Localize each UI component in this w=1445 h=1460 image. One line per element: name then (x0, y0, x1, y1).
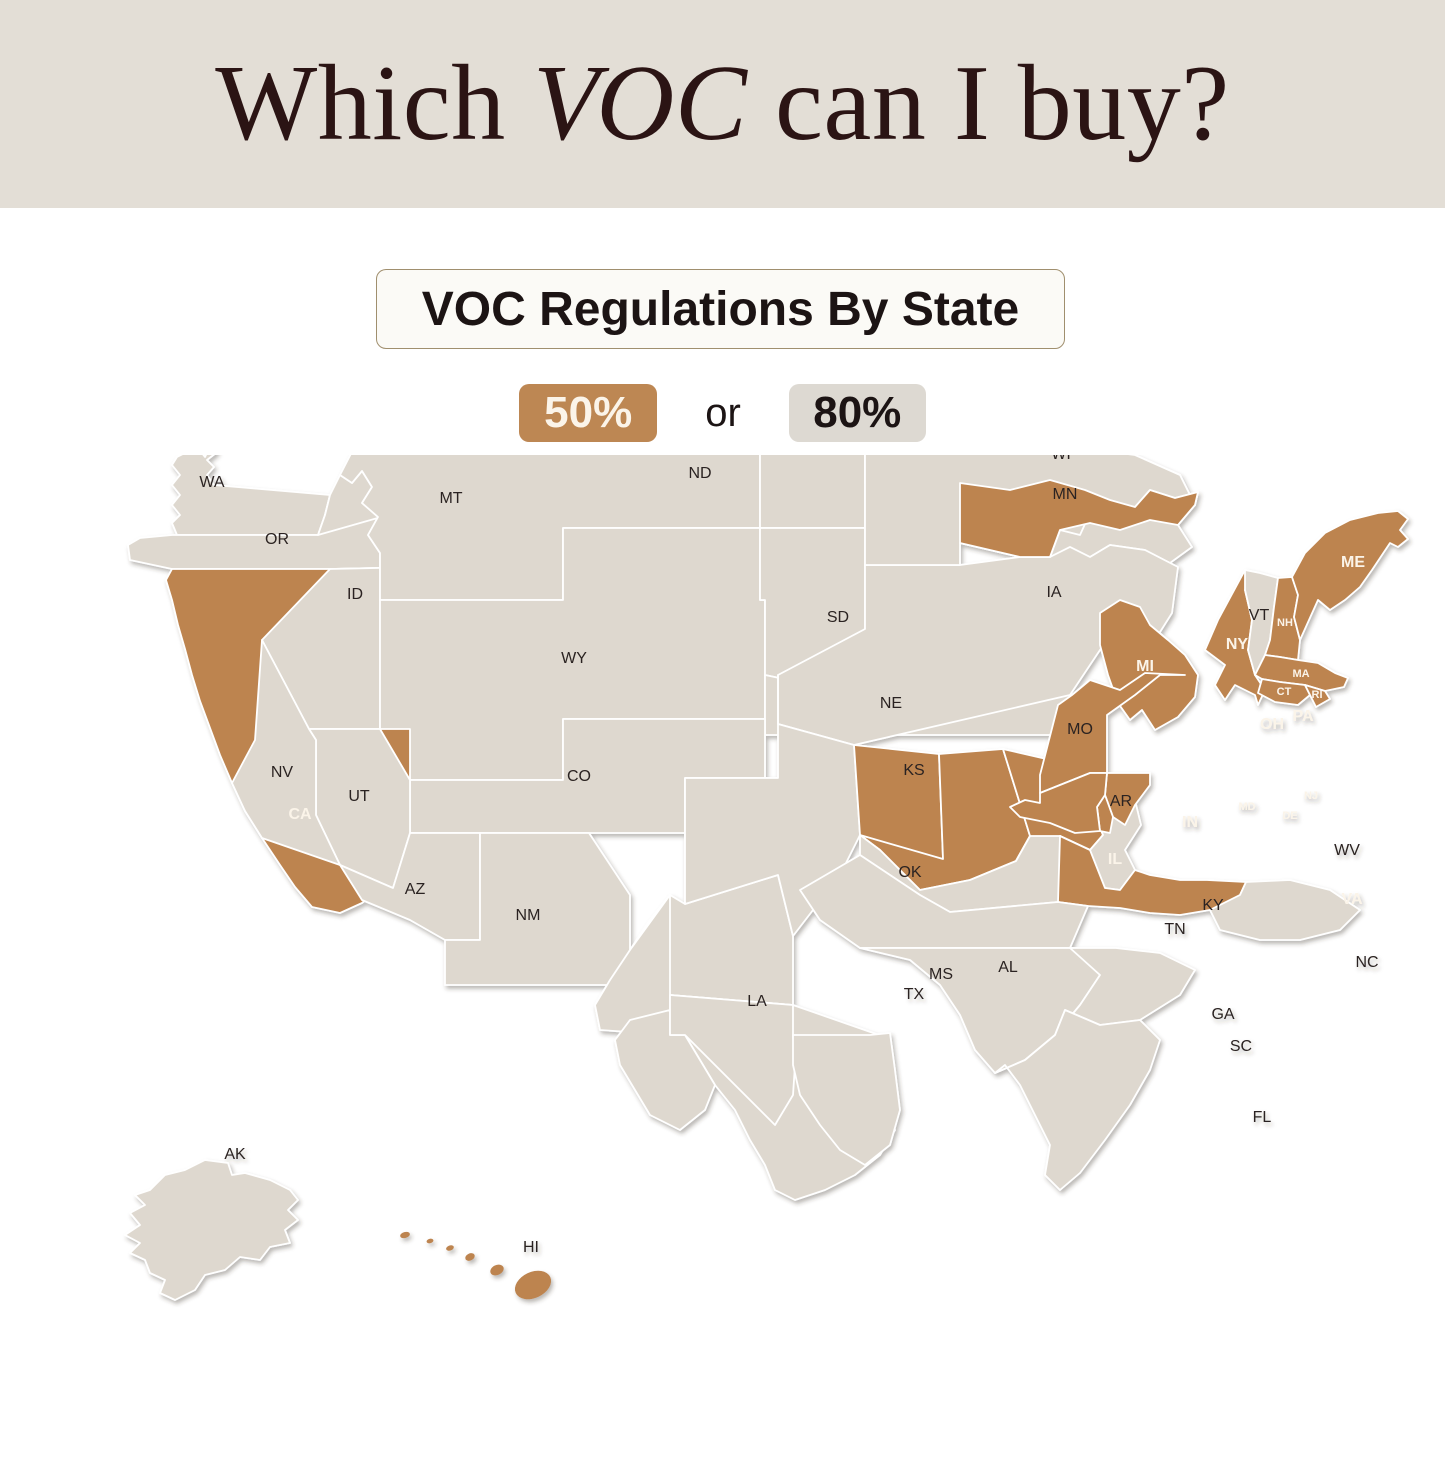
svg-text:CA: CA (288, 806, 312, 823)
svg-text:WA: WA (199, 474, 225, 491)
svg-text:MT: MT (439, 490, 462, 507)
svg-text:MI: MI (1136, 658, 1154, 675)
svg-text:IN: IN (1182, 814, 1198, 831)
svg-text:NJ: NJ (1304, 790, 1318, 802)
svg-text:MO: MO (1067, 721, 1093, 738)
svg-text:MN: MN (1053, 486, 1078, 503)
svg-text:ID: ID (347, 586, 363, 603)
svg-text:OK: OK (898, 864, 921, 881)
svg-text:AK: AK (224, 1146, 246, 1163)
svg-text:OH: OH (1260, 716, 1284, 733)
svg-text:NM: NM (516, 907, 541, 924)
svg-text:IA: IA (1046, 584, 1061, 601)
svg-text:PA: PA (1292, 708, 1313, 725)
svg-text:VA: VA (1341, 891, 1362, 908)
svg-text:GA: GA (1211, 1006, 1234, 1023)
svg-text:NV: NV (271, 764, 294, 781)
svg-text:WI: WI (1051, 455, 1071, 463)
svg-text:LA: LA (747, 993, 767, 1010)
svg-text:NH: NH (1277, 617, 1293, 629)
svg-text:UT: UT (348, 788, 370, 805)
svg-text:NY: NY (1226, 636, 1249, 653)
svg-text:TX: TX (904, 986, 925, 1003)
svg-text:CO: CO (567, 768, 591, 785)
svg-text:MD: MD (1238, 801, 1255, 813)
svg-text:AZ: AZ (405, 881, 426, 898)
svg-text:NE: NE (880, 695, 902, 712)
svg-text:WV: WV (1334, 842, 1360, 859)
svg-text:KY: KY (1202, 897, 1224, 914)
svg-text:AL: AL (998, 959, 1018, 976)
svg-text:WY: WY (561, 650, 587, 667)
svg-text:ND: ND (688, 465, 711, 482)
svg-text:RI: RI (1312, 689, 1323, 701)
svg-text:ME: ME (1341, 554, 1365, 571)
svg-text:FL: FL (1253, 1109, 1272, 1126)
svg-text:VT: VT (1249, 607, 1270, 624)
svg-text:SD: SD (827, 609, 849, 626)
svg-text:MS: MS (929, 966, 953, 983)
svg-text:OR: OR (265, 531, 289, 548)
svg-text:KS: KS (903, 762, 924, 779)
svg-text:NC: NC (1355, 954, 1378, 971)
svg-text:AR: AR (1110, 793, 1132, 810)
svg-text:HI: HI (523, 1239, 539, 1256)
svg-text:SC: SC (1230, 1038, 1252, 1055)
svg-text:DE: DE (1282, 810, 1297, 822)
svg-text:CT: CT (1277, 686, 1292, 698)
svg-text:TN: TN (1164, 921, 1185, 938)
svg-text:MA: MA (1292, 668, 1309, 680)
svg-text:IL: IL (1108, 851, 1122, 868)
